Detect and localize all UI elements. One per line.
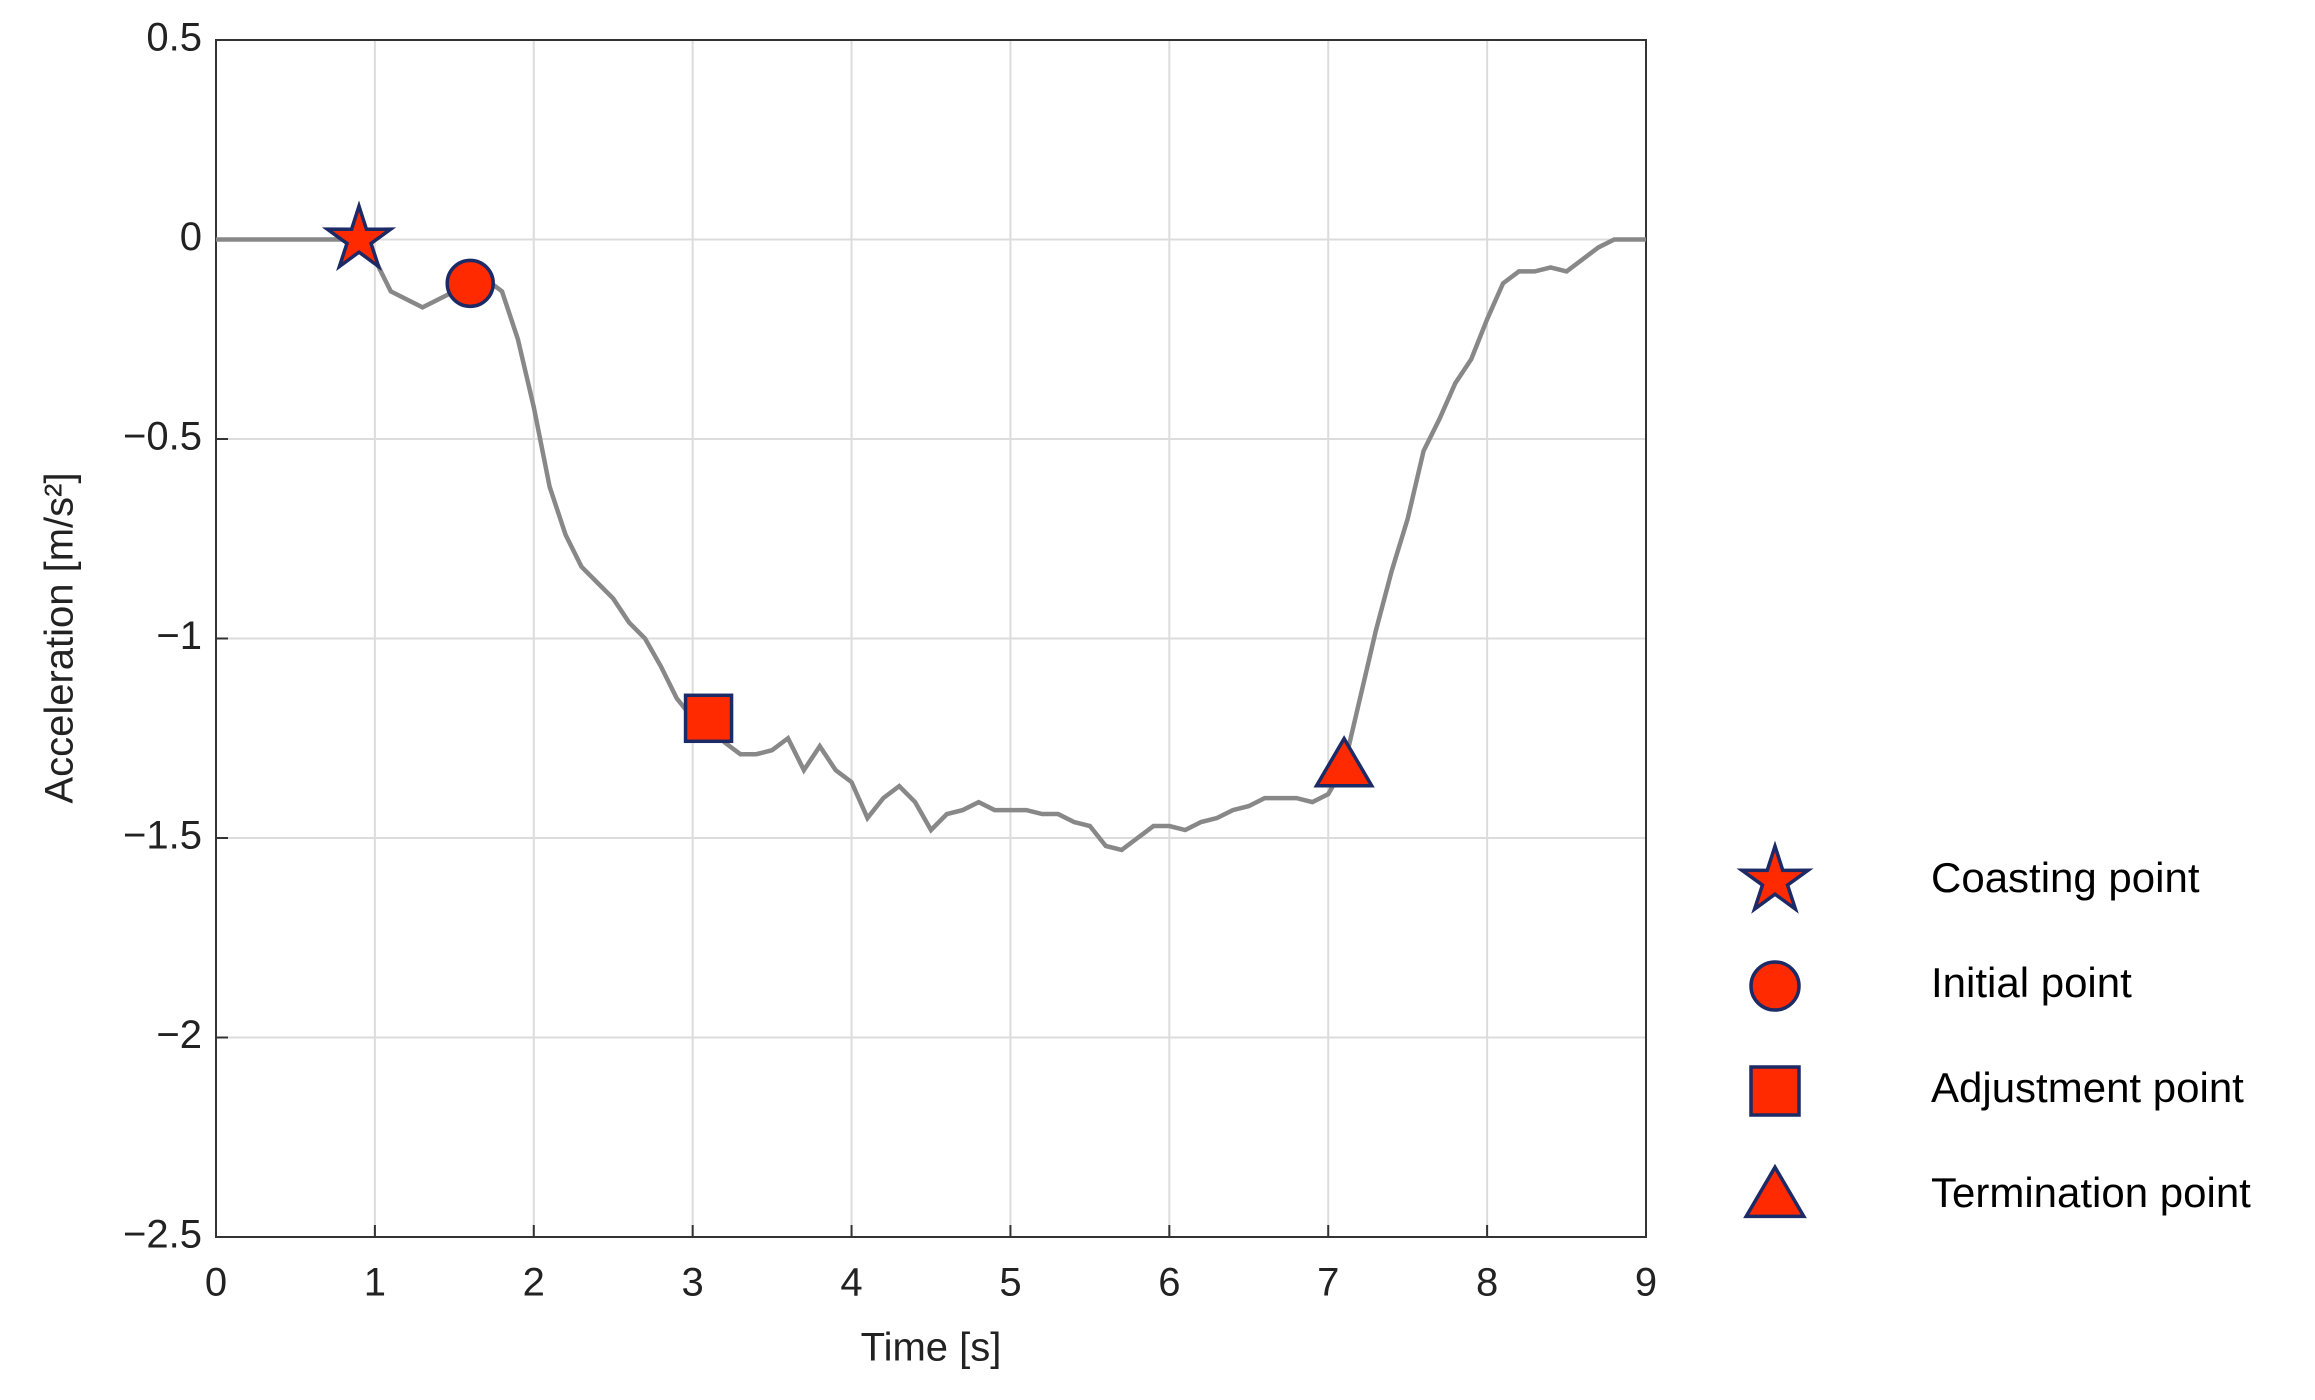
legend-label: Adjustment point: [1931, 1064, 2244, 1111]
y-tick-label: −2: [156, 1013, 202, 1057]
y-tick-label: −1.5: [123, 814, 202, 858]
y-tick-label: 0.5: [146, 16, 202, 60]
event-marker: [683, 693, 734, 744]
plot-frame: [215, 39, 1647, 1238]
legend-symbol: [1749, 960, 1801, 1012]
y-tick-label: 0: [180, 215, 202, 259]
legend-symbol: [1736, 840, 1814, 914]
x-tick-label: 2: [523, 1261, 545, 1305]
y-axis-label: Acceleration [m/s²]: [38, 472, 82, 803]
legend-label: Termination point: [1931, 1169, 2251, 1216]
y-tick-label: −0.5: [123, 415, 202, 459]
x-tick-label: 4: [840, 1261, 862, 1305]
x-tick-label: 1: [364, 1261, 386, 1305]
x-tick-label: 0: [205, 1261, 227, 1305]
x-tick-label: 6: [1158, 1261, 1180, 1305]
event-marker: [1313, 735, 1375, 788]
x-tick-label: 3: [682, 1261, 704, 1305]
legend-symbol: [1749, 1065, 1801, 1117]
y-tick-label: −2.5: [123, 1213, 202, 1257]
x-tick-label: 5: [999, 1261, 1021, 1305]
event-marker: [321, 200, 397, 272]
data-line: [216, 237, 1646, 853]
event-marker: [445, 258, 495, 309]
x-tick-label: 9: [1635, 1261, 1657, 1305]
x-tick-label: 7: [1317, 1261, 1339, 1305]
y-tick-label: −1: [156, 614, 202, 658]
legend-symbol: [1743, 1163, 1807, 1219]
x-tick-label: 8: [1476, 1261, 1498, 1305]
x-axis-label: Time [s]: [861, 1326, 1002, 1370]
legend-label: Coasting point: [1931, 854, 2200, 901]
legend-label: Initial point: [1931, 959, 2132, 1006]
